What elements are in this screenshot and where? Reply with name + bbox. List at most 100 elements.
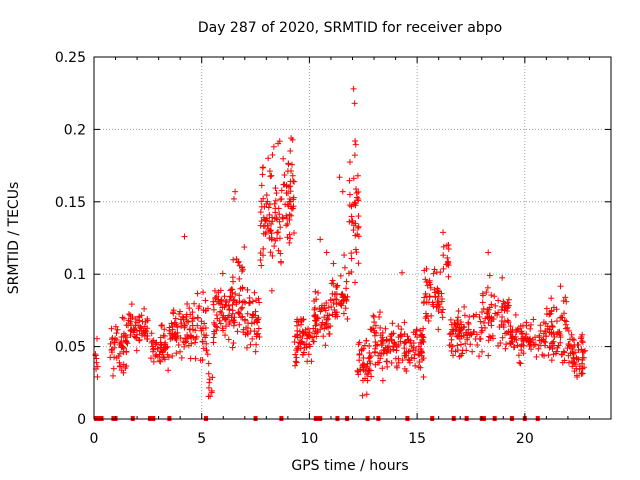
data-point [203, 347, 210, 354]
data-point [540, 336, 547, 343]
data-point [384, 363, 391, 370]
data-point [580, 348, 587, 355]
data-point [300, 349, 307, 356]
data-point [238, 314, 245, 321]
data-point [313, 333, 320, 340]
data-point [557, 314, 564, 321]
data-point [94, 363, 101, 370]
data-point [140, 327, 147, 334]
data-point [109, 334, 116, 341]
data-point [229, 301, 236, 308]
data-point [419, 338, 426, 345]
data-point [259, 164, 266, 171]
data-point [116, 341, 123, 348]
data-point [191, 300, 198, 307]
data-point [273, 214, 280, 221]
data-point [113, 330, 120, 337]
data-point [350, 175, 357, 182]
data-point [275, 205, 282, 212]
data-point [303, 340, 310, 347]
data-point [562, 294, 569, 301]
x-axis-label: GPS time / hours [291, 458, 408, 474]
data-point [317, 236, 324, 243]
data-point [342, 305, 349, 312]
data-point [132, 334, 139, 341]
x-tick-label: 10 [301, 431, 319, 447]
data-point [401, 319, 408, 326]
data-point [285, 183, 292, 190]
data-point [272, 185, 279, 192]
data-point [153, 339, 160, 346]
data-point [314, 315, 321, 322]
data-point [422, 290, 429, 297]
data-point [279, 214, 286, 221]
data-point [300, 329, 307, 336]
data-point [371, 319, 378, 326]
data-point [440, 243, 447, 250]
data-point [430, 270, 437, 277]
data-point [178, 354, 185, 361]
data-point [341, 297, 348, 304]
data-point [579, 360, 586, 367]
data-point [178, 320, 185, 327]
data-point [148, 330, 155, 337]
data-point [387, 333, 394, 340]
data-point [425, 317, 432, 324]
data-point [352, 220, 359, 227]
y-tick-label: 0 [77, 412, 86, 428]
data-point [362, 375, 369, 382]
data-point [485, 249, 492, 256]
data-point [227, 293, 234, 300]
y-tick-label: 0.05 [55, 340, 86, 356]
data-point [310, 338, 317, 345]
data-point [305, 325, 312, 332]
data-point [190, 315, 197, 322]
data-point [226, 318, 233, 325]
data-point [235, 309, 242, 316]
data-point [517, 323, 524, 330]
data-point [283, 222, 290, 229]
y-tick-label: 0.1 [64, 267, 86, 283]
data-point [418, 332, 425, 339]
data-point [328, 303, 335, 310]
data-point [470, 329, 477, 336]
data-point [131, 333, 138, 340]
data-point [554, 329, 561, 336]
data-point [379, 377, 386, 384]
data-point [281, 171, 288, 178]
data-point [230, 340, 237, 347]
data-point [413, 327, 420, 334]
data-point [530, 316, 537, 323]
data-point [298, 321, 305, 328]
data-point [348, 250, 355, 257]
data-point [438, 309, 445, 316]
data-point [161, 326, 168, 333]
data-point [351, 279, 358, 286]
data-point [348, 255, 355, 262]
data-point [479, 309, 486, 316]
data-point [558, 314, 565, 321]
data-point [150, 358, 157, 365]
data-point [504, 299, 511, 306]
data-point [248, 320, 255, 327]
data-point [213, 311, 220, 318]
data-point [356, 339, 363, 346]
data-point [229, 307, 236, 314]
data-point [292, 351, 299, 358]
data-point [520, 350, 527, 357]
data-point [563, 298, 570, 305]
data-point [264, 222, 271, 229]
data-point [244, 331, 251, 338]
data-point [422, 276, 429, 283]
data-point [263, 229, 270, 236]
data-point [445, 273, 452, 280]
data-point [169, 353, 176, 360]
data-point [399, 269, 406, 276]
data-point [372, 322, 379, 329]
data-point [342, 294, 349, 301]
data-point [439, 306, 446, 313]
data-point [355, 233, 362, 240]
data-point [434, 285, 441, 292]
data-point [290, 205, 297, 212]
